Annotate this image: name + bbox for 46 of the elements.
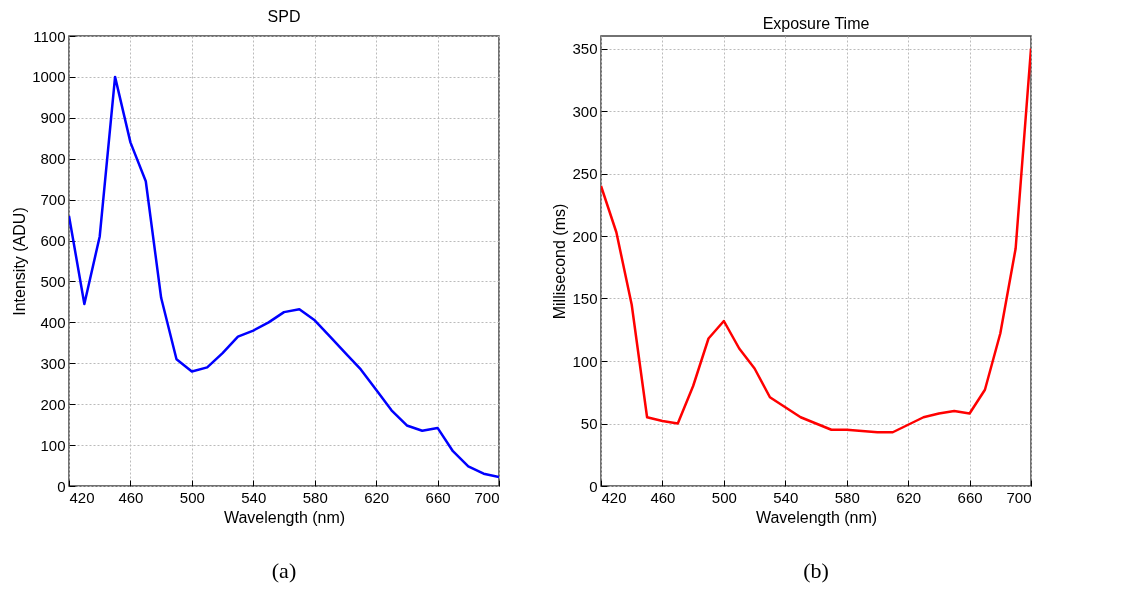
y-tick-label: 300 [572,102,598,120]
y-tick-label: 1000 [32,68,66,86]
y-tick-label: 400 [40,313,66,331]
y-tick-label: 300 [40,354,66,372]
x-tick-label: 580 [302,488,328,506]
x-tick-label: 660 [425,488,451,506]
x-tick-label: 460 [650,488,676,506]
x-tick-label: 700 [474,488,500,506]
y-tick-label: 0 [589,477,598,495]
x-tick-label: 500 [711,488,737,506]
y-tick-label: 150 [572,290,598,307]
x-tick-label: 620 [896,488,922,506]
x-tick-label: 540 [241,488,267,506]
x-tick-label: 420 [69,488,95,506]
x-tick-label: 460 [118,488,144,506]
x-tick-label: 620 [364,488,390,506]
y-tick-label: 800 [40,150,66,168]
y-tick-label: 50 [580,415,598,432]
x-tick-label: 500 [179,488,205,506]
y-tick-label: 250 [572,165,598,182]
line-series [69,75,499,479]
line-series [601,47,1031,434]
x-tick-label: 580 [834,488,860,506]
x-tick-label: 700 [1006,488,1032,506]
y-tick-label: 700 [40,191,66,209]
chart-title: Exposure Time [762,15,870,32]
y-tick-label: 900 [40,109,66,127]
y-tick-label: 0 [57,477,66,495]
chart-title: SPD [267,8,301,25]
y-tick-label: 600 [40,232,66,250]
y-tick-label: 200 [40,395,66,413]
y-axis-title: Millisecond (ms) [551,203,569,320]
y-tick-label: 1100 [33,27,66,45]
y-axis-title: Intensity (ADU) [11,207,29,316]
y-tick-label: 100 [40,436,66,454]
x-axis-title: Wavelength (nm) [223,508,346,526]
text: (b) [803,558,829,583]
y-tick-label: 500 [40,272,66,290]
y-tick-label: 350 [572,40,598,57]
x-axis-title: Wavelength (nm) [755,508,878,526]
text: (a) [271,558,297,583]
x-tick-label: 540 [773,488,799,506]
y-tick-label: 100 [572,352,598,370]
y-tick-label: 200 [572,227,598,245]
x-tick-label: 660 [957,488,983,506]
x-tick-label: 420 [601,488,627,506]
